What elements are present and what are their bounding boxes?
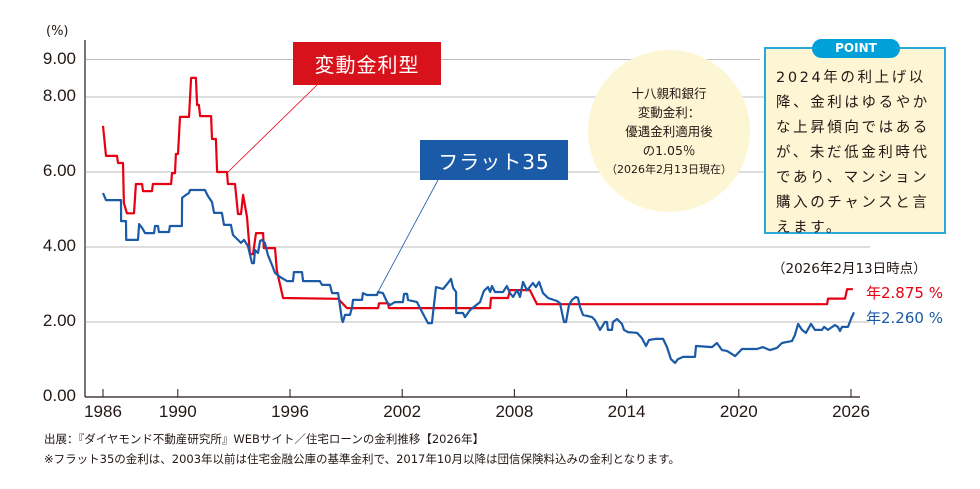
y-tick-label: 2.00 xyxy=(42,311,76,330)
x-tick-label: 1996 xyxy=(271,402,309,421)
source-note: 出展：『ダイヤモンド不動産研究所』WEBサイト／住宅ローンの金利推移【2026年… xyxy=(44,432,485,446)
flat-label: フラット35 xyxy=(420,140,568,180)
x-tick-label: 1986 xyxy=(84,402,122,421)
y-tick-label: 0.00 xyxy=(42,386,76,405)
bank-note-line: 変動金利： xyxy=(637,104,701,120)
y-axis-unit: (%) xyxy=(46,24,69,39)
flat35-rate-line xyxy=(101,188,856,364)
footnote: ※フラット35の金利は、2003年以前は住宅金融公庫の基準金利で、2017年10… xyxy=(44,452,680,466)
y-tick-label: 8.00 xyxy=(42,86,76,105)
flat-connector xyxy=(377,179,439,293)
x-tick-label: 2026 xyxy=(832,402,870,421)
bank-note-line: 十八親和銀行 xyxy=(631,85,707,101)
y-tick-label: 9.00 xyxy=(42,48,76,68)
y-tick-label: 6.00 xyxy=(42,161,76,180)
hentai-label: 変動金利型 xyxy=(293,42,441,85)
y-tick-label: 4.00 xyxy=(42,236,76,255)
point-tab: POINT xyxy=(812,39,900,58)
bank-note-date: （2026年2月13日現在） xyxy=(606,162,732,176)
bank-rate-note: 十八親和銀行 変動金利： 優遇金利適用後 の1.05％ （2026年2月13日現… xyxy=(588,50,750,212)
point-text: 2024年の利上げ以降、金利はゆるやかな上昇傾向ではあるが、未だ低金利時代であり… xyxy=(776,70,930,236)
x-tick-label: 1990 xyxy=(158,402,197,421)
bank-note-line: 優遇金利適用後 xyxy=(625,123,713,139)
hentai-latest-rate: 年2.875 % xyxy=(866,284,943,302)
flat-latest-rate: 年2.260 % xyxy=(866,309,943,327)
point-box xyxy=(764,47,946,234)
hentai-rate-line xyxy=(101,76,853,310)
x-tick-label: 2002 xyxy=(383,402,422,421)
x-tick-label: 2020 xyxy=(719,402,758,421)
x-tick-label: 2014 xyxy=(607,402,646,421)
bank-note-line: の1.05％ xyxy=(642,142,696,158)
x-tick-label: 2008 xyxy=(495,402,534,421)
as-of-label: （2026年2月13日時点） xyxy=(772,261,927,277)
hentai-connector xyxy=(227,83,319,173)
